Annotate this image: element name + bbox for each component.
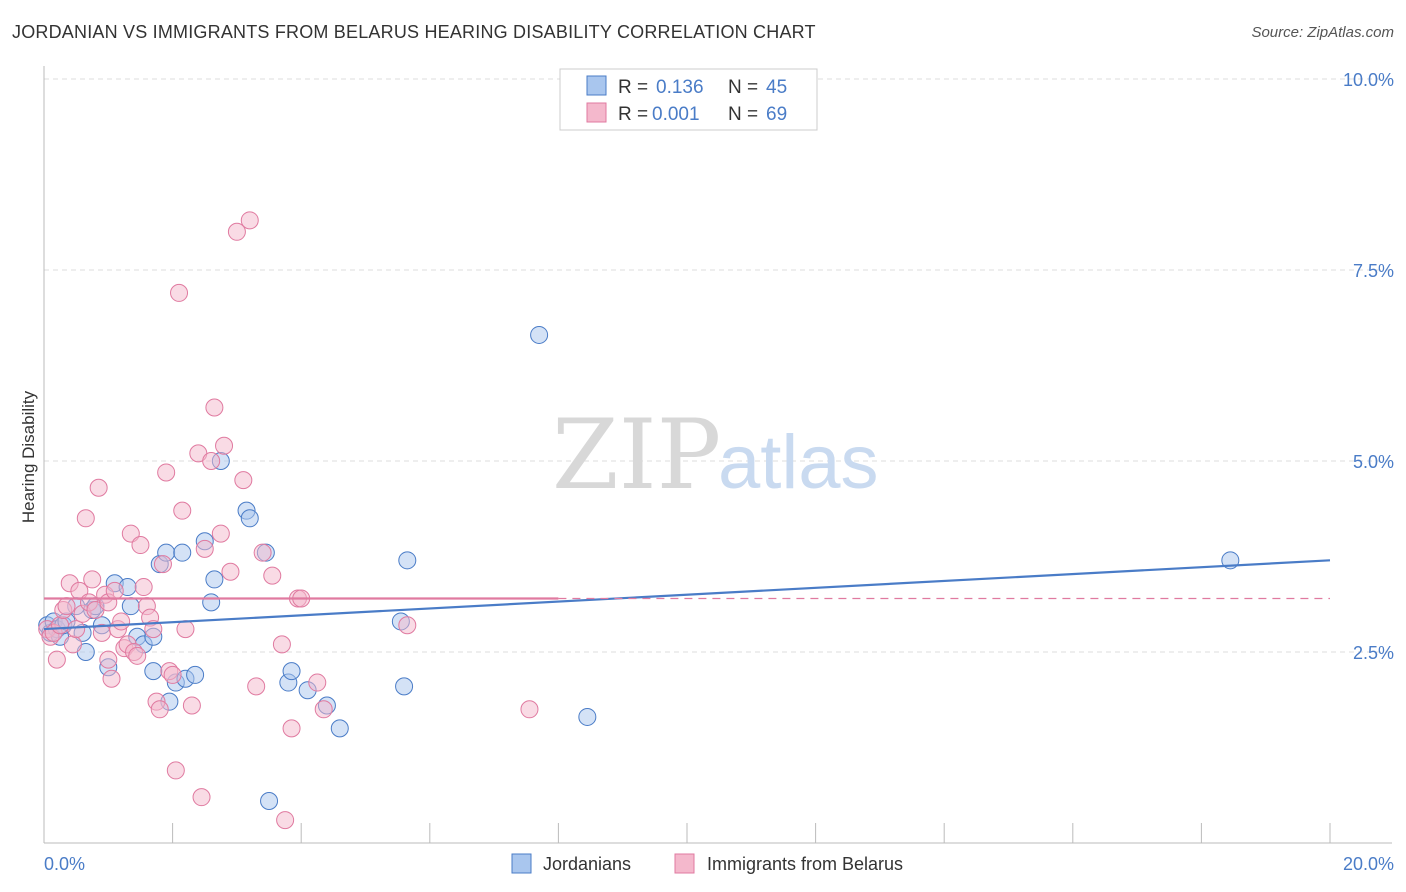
chart-source: Source: ZipAtlas.com — [1251, 24, 1394, 41]
belarus-point-51 — [215, 436, 234, 455]
chart-title: JORDANIAN VS IMMIGRANTS FROM BELARUS HEA… — [12, 22, 816, 42]
belarus-point-26 — [121, 524, 140, 543]
belarus-point-60 — [276, 811, 295, 830]
y-tick-labels: 2.5% 5.0% 7.5% 10.0% — [1343, 70, 1394, 663]
belarus-point-53 — [227, 222, 246, 241]
belarus-point-20 — [102, 669, 121, 688]
jordanians-point-29 — [202, 593, 221, 612]
legend-swatch-jordanians — [586, 75, 607, 96]
trend-layer — [43, 559, 1331, 631]
belarus-point-49 — [205, 398, 224, 417]
legend-r-value-1: 0.001 — [652, 104, 700, 125]
belarus-point-64 — [308, 673, 327, 692]
bottom-legend-swatch-jordanians — [511, 853, 532, 874]
legend-n-value-1: 69 — [766, 104, 787, 125]
belarus-point-58 — [263, 566, 282, 585]
legend-n-label-0: N = — [728, 77, 758, 98]
legend-r-label-1: R = — [618, 104, 648, 125]
belarus-point-37 — [157, 463, 176, 482]
jordanians-point-16 — [121, 597, 140, 616]
belarus-point-59 — [272, 635, 291, 654]
belarus-point-47 — [195, 539, 214, 558]
belarus-point-41 — [170, 283, 189, 302]
jordanians-point-37 — [282, 662, 301, 681]
y-tick-label-2: 7.5% — [1353, 261, 1394, 281]
belarus-point-21 — [105, 581, 124, 600]
belarus-point-12 — [76, 509, 95, 528]
belarus-point-66 — [398, 616, 417, 635]
jordanians-point-33 — [240, 509, 259, 528]
y-tick-label-1: 5.0% — [1353, 452, 1394, 472]
belarus-point-6 — [57, 597, 76, 616]
jordanians-point-35 — [260, 791, 279, 810]
y-tick-label-3: 10.0% — [1343, 70, 1394, 90]
belarus-point-36 — [153, 555, 172, 574]
jordanians-point-30 — [205, 570, 224, 589]
belarus-point-50 — [211, 524, 230, 543]
belarus-point-44 — [182, 696, 201, 715]
jordanians-point-44 — [530, 325, 549, 344]
belarus-point-28 — [128, 646, 147, 665]
jordanians-point-19 — [144, 662, 163, 681]
belarus-point-68 — [99, 650, 118, 669]
bottom-legend-belarus: Immigrants from Belarus — [707, 854, 903, 874]
points-layer — [38, 211, 1240, 830]
belarus-point-35 — [150, 700, 169, 719]
belarus-point-14 — [83, 570, 102, 589]
belarus-point-23 — [112, 612, 131, 631]
y-tick-label-0: 2.5% — [1353, 643, 1394, 663]
belarus-point-57 — [253, 543, 272, 562]
belarus-point-40 — [166, 761, 185, 780]
belarus-point-33 — [144, 620, 163, 639]
watermark-atlas: atlas — [718, 420, 879, 505]
x-tick-label-max: 20.0% — [1343, 854, 1394, 874]
jordanians-point-42 — [395, 677, 414, 696]
legend-n-value-0: 45 — [766, 77, 787, 98]
belarus-point-42 — [173, 501, 192, 520]
x-tick-label-min: 0.0% — [44, 854, 85, 874]
bottom-legend-swatch-belarus — [674, 853, 695, 874]
belarus-point-8 — [63, 635, 82, 654]
jordanians-point-27 — [186, 665, 205, 684]
belarus-point-61 — [282, 719, 301, 738]
belarus-point-56 — [247, 677, 266, 696]
belarus-point-65 — [314, 700, 333, 719]
jordanians-point-25 — [173, 543, 192, 562]
jordanians-point-40 — [330, 719, 349, 738]
legend-swatch-belarus — [586, 102, 607, 123]
y-axis-label: Hearing Disability — [19, 390, 38, 523]
belarus-point-3 — [47, 650, 66, 669]
bottom-legend: Jordanians Immigrants from Belarus — [511, 853, 903, 874]
belarus-point-55 — [240, 211, 259, 230]
belarus-point-29 — [131, 536, 150, 555]
jordanians-trend-line — [43, 559, 1331, 631]
belarus-point-39 — [163, 665, 182, 684]
watermark-zip: ZIP — [552, 399, 721, 511]
grid-layer — [44, 78, 1392, 653]
belarus-point-30 — [134, 578, 153, 597]
belarus-point-52 — [221, 562, 240, 581]
legend-r-label-0: R = — [618, 77, 648, 98]
belarus-point-46 — [192, 788, 211, 807]
belarus-point-16 — [89, 478, 108, 497]
jordanians-point-43 — [398, 551, 417, 570]
belarus-point-43 — [176, 620, 195, 639]
legend-n-label-1: N = — [728, 104, 758, 125]
belarus-point-67 — [520, 700, 539, 719]
belarus-point-54 — [234, 471, 253, 490]
legend-box: R = 0.136 N = 45 R = 0.001 N = 69 — [559, 68, 818, 131]
legend-r-value-0: 0.136 — [656, 77, 704, 98]
bottom-legend-jordanians: Jordanians — [543, 854, 631, 874]
belarus-point-4 — [51, 616, 70, 635]
jordanians-point-45 — [578, 707, 597, 726]
belarus-point-9 — [67, 620, 86, 639]
axes-layer — [43, 66, 1392, 844]
belarus-point-48 — [202, 452, 221, 470]
